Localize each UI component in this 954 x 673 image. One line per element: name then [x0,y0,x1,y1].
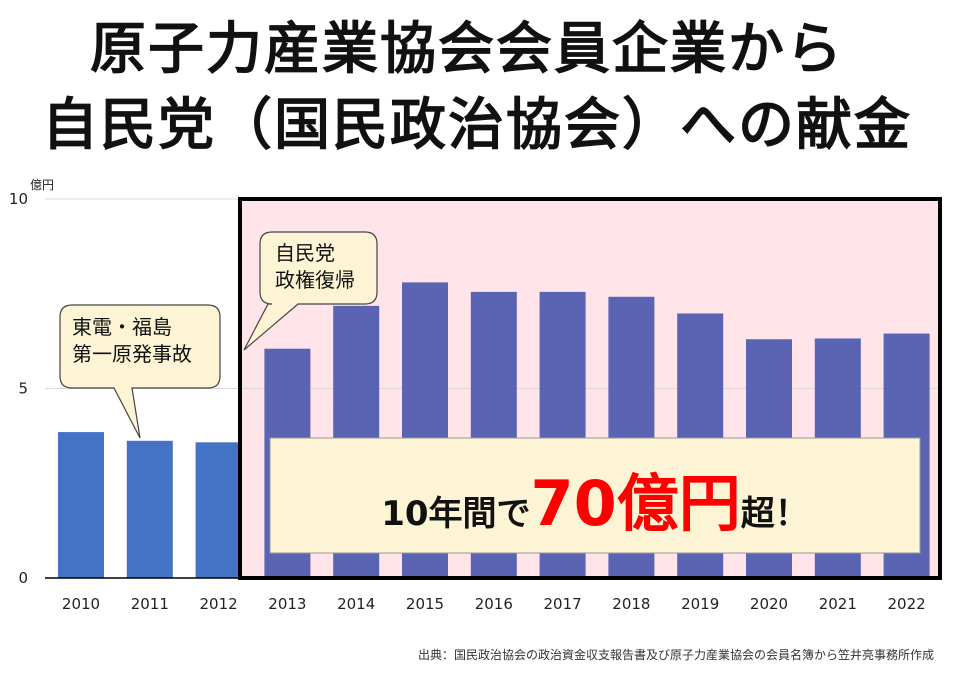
bar-2011 [126,440,173,578]
y-tick-label: 10 [9,190,28,208]
callout-ldp-line2: 政権復帰 [275,268,355,292]
x-tick-label-2014: 2014 [337,595,375,613]
callout-ldp-return: 自民党 政権復帰 [243,231,378,351]
y-tick-label: 5 [18,380,28,398]
banner-pre: 10年間で [381,494,530,534]
x-tick-label-2015: 2015 [406,595,444,613]
x-tick-label-2022: 2022 [888,595,926,613]
source-note: 出典：国民政治協会の政治資金収支報告書及び原子力産業協会の会員名簿から笠井亮事務… [417,648,934,662]
callout-fukushima-line2: 第一原発事故 [72,342,192,366]
total-banner: 10年間で70億円超！ [269,437,921,554]
callout-ldp-line1: 自民党 [275,241,335,265]
x-tick-label-2012: 2012 [200,595,238,613]
callout-fukushima-bubble [59,304,221,439]
x-tick-label-2017: 2017 [544,595,582,613]
y-unit-label: 億円 [30,178,54,192]
chart-title-line2: 自民党（国民政治協会）への献金 [42,93,912,158]
banner-emph: 70億円 [531,467,741,540]
x-tick-label-2020: 2020 [750,595,788,613]
y-tick-label: 0 [18,569,28,587]
bar-2010 [58,432,104,578]
x-tick-label-2021: 2021 [819,595,857,613]
banner-post: 超！ [741,494,809,534]
total-banner-text: 10年間で70億円超！ [381,467,809,540]
chart-title-line1: 原子力産業協会会員企業から [90,17,844,82]
x-tick-label-2011: 2011 [131,595,169,613]
total-banner-box [269,437,921,554]
x-tick-label-2010: 2010 [62,595,100,613]
callout-ldp-bubble [243,231,378,351]
bar-2012 [195,442,242,578]
x-tick-label-2013: 2013 [268,595,306,613]
x-tick-label-2016: 2016 [475,595,513,613]
highlight-border [238,197,942,580]
x-tick-label-2018: 2018 [612,595,650,613]
x-tick-label-2019: 2019 [681,595,719,613]
callout-fukushima-line1: 東電・福島 [72,315,172,339]
callout-fukushima: 東電・福島 第一原発事故 [59,304,221,439]
